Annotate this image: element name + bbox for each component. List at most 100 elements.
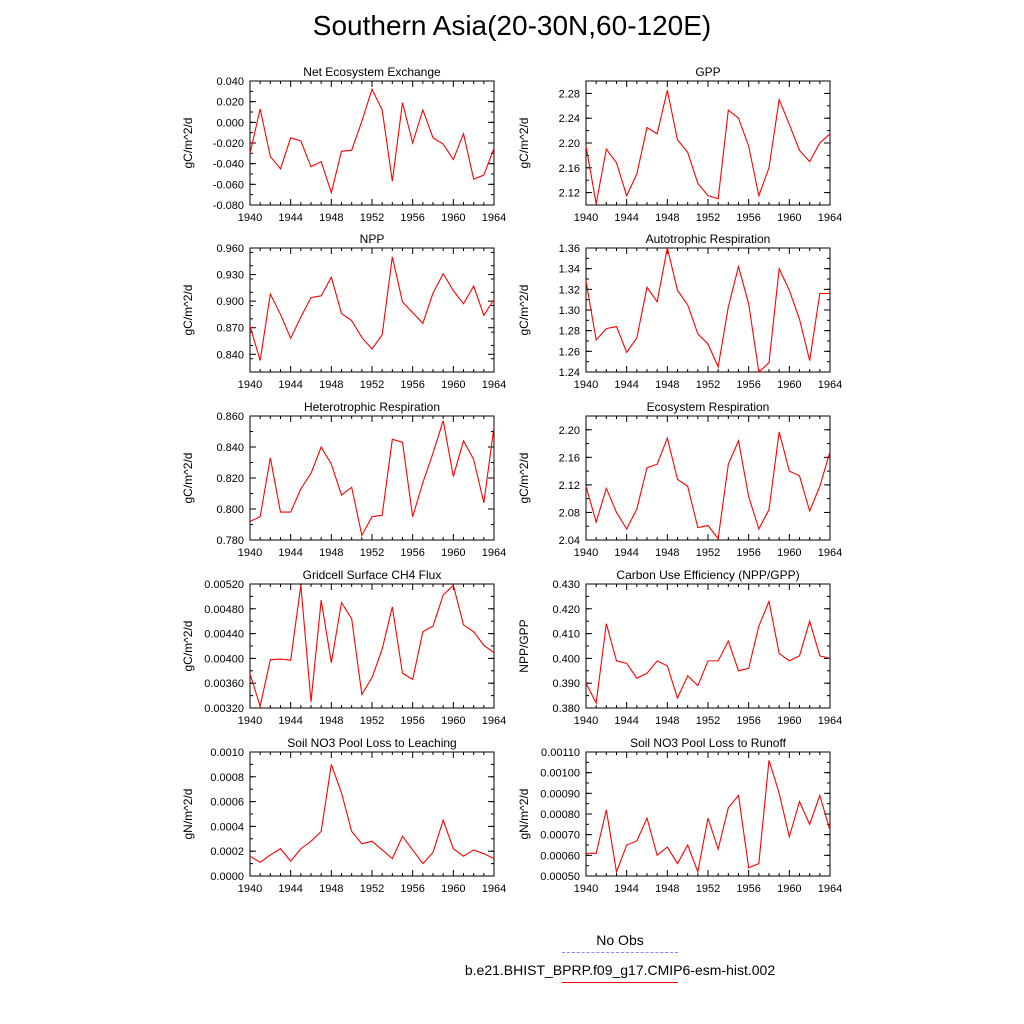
x-tick-label: 1940 [574,715,598,727]
x-tick-label: 1940 [238,883,262,895]
x-tick-label: 1944 [614,883,638,895]
x-tick-label: 1940 [574,547,598,559]
y-tick-label: 0.380 [552,703,580,715]
y-tick-label: 0.820 [216,473,244,485]
x-tick-label: 1956 [736,379,760,391]
x-tick-label: 1960 [441,715,465,727]
panel-net-ecosystem-exchange: Net Ecosystem Exchange gC/m^2/d 1940 1944 19… [181,65,506,224]
x-tick-label: 1944 [278,379,302,391]
panel-soil-no3-pool-loss-to-leaching: Soil NO3 Pool Loss to Leaching gN/m^2/d 19… [181,736,506,895]
panel-title: Autotrophic Respiration [646,232,771,246]
y-axis-label: gC/m^2/d [181,285,195,336]
series-line-model [249,584,495,709]
y-tick-label: 0.040 [216,76,244,88]
y-tick-label: 0.930 [216,270,244,282]
x-tick-label: 1960 [777,715,801,727]
plot-frame [585,80,831,206]
y-tick-label: 0.0008 [210,772,244,784]
x-tick-label: 1952 [696,379,720,391]
y-tick-label: -0.040 [213,159,244,171]
x-tick-label: 1940 [238,212,262,224]
series-line-model [249,420,495,537]
plot-frame [249,415,495,541]
y-axis-label: gN/m^2/d [181,789,195,840]
x-tick-label: 1948 [319,212,343,224]
y-tick-label: 0.00100 [540,768,580,780]
y-tick-label: 2.16 [559,163,580,175]
y-tick-label: 0.410 [552,629,580,641]
x-tick-label: 1964 [482,547,506,559]
y-tick-label: 0.00060 [540,850,580,862]
y-axis-label: NPP/GPP [517,619,531,672]
y-tick-label: 0.0000 [210,871,244,883]
series-line-model [586,760,831,874]
panel-npp: NPP gC/m^2/d 1940 1944 1948 1952 1956 1960 1964 0… [181,232,506,391]
x-tick-label: 1952 [360,212,384,224]
x-tick-label: 1960 [777,212,801,224]
x-tick-label: 1956 [736,883,760,895]
panel-title: Heterotrophic Respiration [304,400,440,414]
series-line-model [249,764,495,865]
legend-swatch-solid [562,982,678,983]
y-tick-label: 0.00110 [541,747,580,759]
panel-title: Ecosystem Respiration [647,400,770,414]
y-tick-label: 0.860 [216,411,244,423]
x-tick-label: 1940 [238,379,262,391]
y-tick-label: 1.36 [559,243,580,255]
panel-heterotrophic-respiration: Heterotrophic Respiration gC/m^2/d 1940 194… [181,400,506,559]
panel-title: Gridcell Surface CH4 Flux [303,568,442,582]
x-tick-label: 1960 [441,547,465,559]
y-tick-label: 0.00050 [540,871,580,883]
y-tick-label: 0.0006 [210,797,244,809]
y-tick-label: 2.12 [559,188,580,200]
y-tick-label: 0.00320 [204,703,244,715]
x-tick-label: 1960 [777,547,801,559]
legend-label-model-run: b.e21.BHIST_BPRP.f09_g17.CMIP6-esm-hist.… [464,962,776,978]
y-tick-label: 0.020 [216,97,244,109]
x-tick-label: 1964 [818,212,842,224]
y-tick-label: 1.24 [559,367,580,379]
panel-gpp: GPP gC/m^2/d 1940 1944 1948 1952 1956 1960 1964 2… [517,65,842,224]
x-tick-label: 1952 [696,547,720,559]
panel-title: NPP [360,232,385,246]
x-tick-label: 1948 [655,547,679,559]
y-tick-label: 0.840 [216,442,244,454]
x-tick-label: 1948 [319,883,343,895]
y-tick-label: 0.00070 [540,830,580,842]
y-tick-label: 2.04 [559,535,580,547]
y-tick-label: 2.24 [559,113,580,125]
y-tick-label: 0.800 [216,504,244,516]
plot-frame [249,751,495,877]
x-tick-label: 1940 [574,883,598,895]
y-axis-label: gC/m^2/d [181,118,195,169]
x-tick-label: 1948 [655,379,679,391]
panel-title: Net Ecosystem Exchange [303,65,441,79]
y-tick-label: 1.30 [559,305,580,317]
x-tick-label: 1944 [278,212,302,224]
x-tick-label: 1960 [777,883,801,895]
x-tick-label: 1944 [614,715,638,727]
x-tick-label: 1964 [482,212,506,224]
x-tick-label: 1944 [278,883,302,895]
y-axis-label: gC/m^2/d [517,118,531,169]
y-tick-label: 0.0004 [210,821,244,833]
y-tick-label: 2.12 [559,480,580,492]
y-tick-label: 0.840 [216,349,244,361]
y-tick-label: 0.000 [216,117,244,129]
x-tick-label: 1964 [818,883,842,895]
y-tick-label: 0.00080 [540,809,580,821]
y-tick-label: 0.0002 [210,846,244,858]
x-tick-label: 1952 [360,883,384,895]
legend-no-obs: No Obs [420,932,820,953]
legend-label-no-obs: No Obs [596,932,644,948]
x-tick-label: 1944 [614,212,638,224]
y-tick-label: 0.00480 [204,604,244,616]
x-tick-label: 1956 [400,547,424,559]
x-tick-label: 1956 [400,379,424,391]
y-tick-label: 2.20 [559,425,580,437]
y-tick-label: 0.0010 [210,747,244,759]
plot-frame [249,80,495,206]
y-tick-label: 0.00520 [204,579,244,591]
panel-gridcell-surface-ch4-flux: Gridcell Surface CH4 Flux gC/m^2/d 1940 194… [181,568,506,727]
panel-carbon-use-efficiency-npp-gpp: Carbon Use Efficiency (NPP/GPP) NPP/GPP 19… [517,568,842,727]
